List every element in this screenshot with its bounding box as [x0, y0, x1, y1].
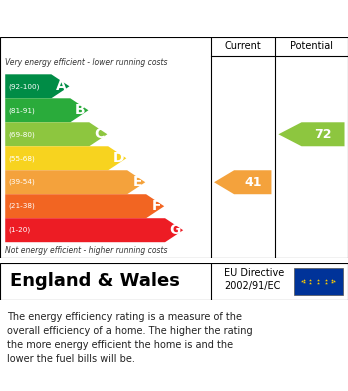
- Text: E: E: [132, 175, 142, 189]
- Polygon shape: [214, 170, 271, 194]
- Text: (81-91): (81-91): [9, 107, 35, 113]
- Polygon shape: [278, 122, 345, 146]
- Text: B: B: [75, 103, 86, 117]
- Text: 72: 72: [314, 128, 332, 141]
- Polygon shape: [5, 218, 183, 242]
- Text: C: C: [94, 127, 104, 141]
- Text: (1-20): (1-20): [9, 227, 31, 233]
- Text: Very energy efficient - lower running costs: Very energy efficient - lower running co…: [5, 58, 168, 67]
- Polygon shape: [5, 146, 126, 170]
- Text: The energy efficiency rating is a measure of the
overall efficiency of a home. T: The energy efficiency rating is a measur…: [7, 312, 253, 364]
- Text: F: F: [151, 199, 161, 213]
- Text: G: G: [169, 223, 181, 237]
- Text: (69-80): (69-80): [9, 131, 35, 138]
- Polygon shape: [5, 194, 164, 218]
- Text: A: A: [56, 79, 67, 93]
- Polygon shape: [5, 98, 88, 122]
- Text: Potential: Potential: [290, 41, 333, 51]
- Text: (39-54): (39-54): [9, 179, 35, 185]
- Bar: [294, 267, 343, 295]
- Text: D: D: [112, 151, 124, 165]
- Polygon shape: [5, 170, 145, 194]
- Text: Energy Efficiency Rating: Energy Efficiency Rating: [10, 1, 240, 19]
- Polygon shape: [5, 74, 70, 98]
- Text: (92-100): (92-100): [9, 83, 40, 90]
- Text: 41: 41: [244, 176, 262, 189]
- Text: England & Wales: England & Wales: [10, 272, 180, 291]
- Text: Not energy efficient - higher running costs: Not energy efficient - higher running co…: [5, 246, 168, 255]
- Text: (55-68): (55-68): [9, 155, 35, 161]
- Polygon shape: [5, 122, 108, 146]
- Text: Current: Current: [224, 41, 261, 51]
- Text: (21-38): (21-38): [9, 203, 35, 210]
- Text: EU Directive
2002/91/EC: EU Directive 2002/91/EC: [224, 268, 285, 291]
